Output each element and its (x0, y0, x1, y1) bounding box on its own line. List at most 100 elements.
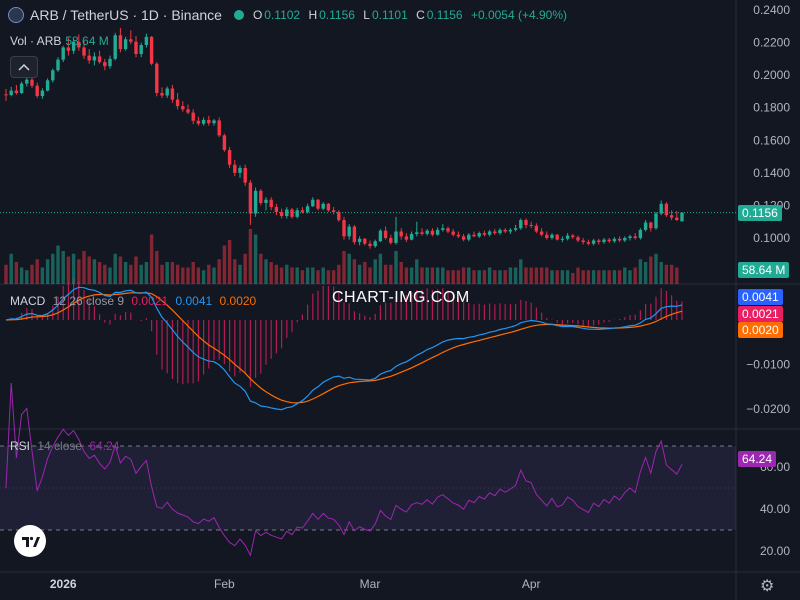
macd-tick-label: −0.0100 (746, 358, 790, 372)
candle-body (87, 55, 91, 61)
candle-body (331, 210, 336, 212)
candle-body (649, 222, 653, 229)
settings-gear-icon[interactable]: ⚙ (760, 578, 775, 595)
candle-body (675, 217, 679, 221)
macd-label: MACD (10, 294, 46, 308)
volume-bar (420, 267, 424, 284)
volume-bar (134, 256, 138, 284)
volume-bar (35, 259, 39, 284)
candle-body (513, 228, 518, 230)
volume-bar (456, 270, 461, 284)
volume-bar (560, 270, 565, 284)
candle-body (638, 229, 643, 238)
candle-body (612, 238, 617, 242)
candle-body (394, 231, 398, 243)
volume-bar (274, 264, 279, 284)
volume-bar (597, 270, 601, 284)
macd-badge: 0.0041 (738, 289, 783, 305)
candle-body (175, 99, 180, 107)
volume-bar (368, 267, 372, 284)
volume-bar (77, 259, 81, 284)
x-axis-label: Apr (522, 577, 541, 591)
symbol-title[interactable]: ARB / TetherUS · 1D · Binance (30, 7, 222, 23)
volume-bar (576, 267, 580, 284)
rsi-legend[interactable]: RSI 14 close 64.24 (10, 439, 119, 453)
candle-body (186, 109, 190, 113)
volume-bar (529, 267, 533, 284)
volume-bar (87, 256, 91, 284)
candle-body (243, 167, 247, 183)
candle-body (233, 164, 237, 173)
volume-bar (45, 259, 50, 284)
candle-body (352, 226, 357, 243)
volume-bar (607, 270, 611, 284)
volume-bar (25, 270, 29, 284)
collapse-legend-button[interactable] (10, 56, 38, 78)
candle-body (659, 203, 663, 214)
candle-body (82, 47, 86, 56)
candle-body (664, 203, 669, 216)
volume-bar (357, 264, 362, 284)
candle-body (383, 230, 388, 238)
volume-bar (675, 267, 679, 284)
candle-body (144, 36, 149, 46)
volume-bar (108, 267, 112, 284)
volume-bar (565, 270, 570, 284)
candle-body (524, 220, 528, 225)
candle-body (503, 229, 507, 232)
rsi-badge: 64.24 (738, 451, 777, 467)
volume-bar (394, 251, 398, 284)
candle-body (139, 45, 143, 54)
volume-bar (467, 267, 471, 284)
candle-body (529, 224, 533, 226)
volume-bar (4, 264, 8, 284)
candle-body (279, 211, 284, 217)
candle-body (368, 243, 372, 247)
x-axis-label: 2026 (50, 577, 77, 591)
candle-body (274, 207, 279, 212)
candle-body (373, 241, 377, 247)
candle-body (227, 150, 232, 165)
volume-bar (638, 259, 643, 284)
volume-bar (155, 251, 159, 284)
change-value: +0.0054 (+4.90%) (470, 8, 568, 22)
candle-body (607, 239, 611, 242)
volume-bar (129, 264, 133, 284)
volume-bar (571, 273, 575, 284)
candle-body (680, 212, 684, 222)
volume-bar (352, 259, 357, 284)
volume-bar (628, 270, 632, 284)
candle-body (181, 106, 185, 110)
volume-legend[interactable]: Vol · ARB 58.64 M (10, 34, 109, 48)
candle-body (425, 230, 429, 234)
candle-body (461, 236, 466, 240)
tradingview-logo[interactable] (14, 525, 46, 557)
volume-bar (97, 262, 102, 284)
volume-bar (300, 270, 305, 284)
volume-bar (264, 259, 268, 284)
volume-bar (295, 267, 299, 284)
volume-bar (643, 262, 648, 284)
candle-body (35, 85, 39, 96)
ohlc-values: O 0.1102 H 0.1156 L 0.1101 C 0.1156 +0.0054 … (252, 8, 568, 22)
candle-body (45, 80, 50, 91)
volume-bar (290, 267, 294, 284)
volume-bar (363, 262, 367, 284)
candle-body (555, 234, 559, 240)
candle-body (14, 90, 19, 94)
price-tick-label: 0.1000 (753, 231, 790, 245)
volume-value: 58.64 M (65, 34, 109, 48)
volume-bar (378, 253, 383, 284)
candle-body (415, 232, 419, 234)
close-value: 0.1156 (426, 8, 463, 22)
volume-bar (633, 267, 637, 284)
candle-body (487, 231, 492, 235)
macd-legend[interactable]: MACD 12 26 close 9 0.0021 0.0041 0.0020 (10, 294, 256, 308)
volume-bar (399, 262, 403, 284)
candle-body (123, 39, 128, 50)
volume-bar (451, 270, 455, 284)
candle-body (113, 35, 117, 59)
candle-body (92, 56, 97, 61)
